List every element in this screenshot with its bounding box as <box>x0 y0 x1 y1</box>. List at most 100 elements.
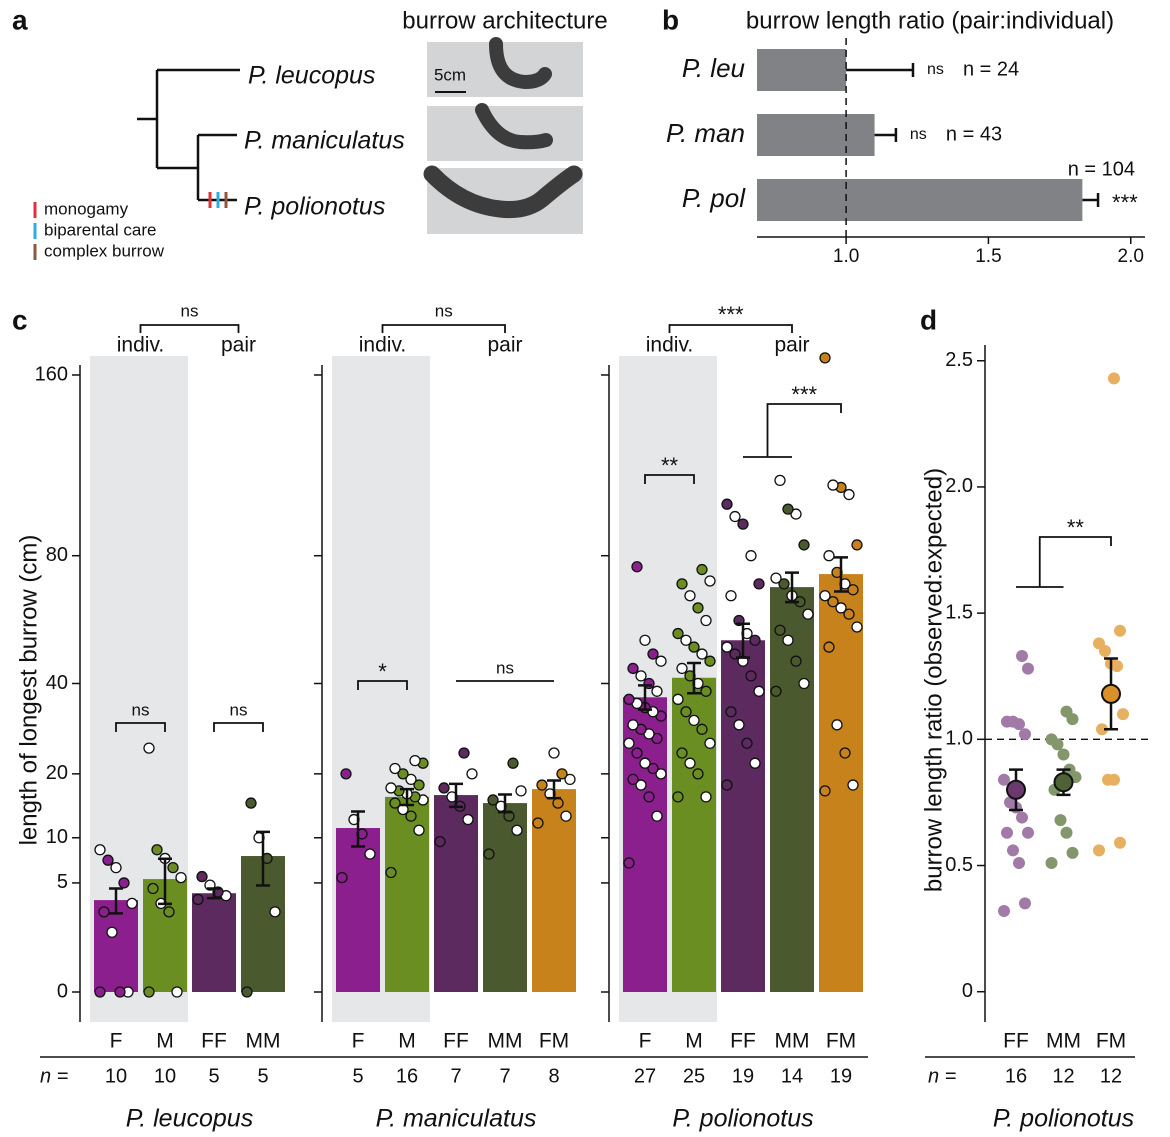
x-tick-label: F <box>110 1030 123 1053</box>
data-point <box>644 792 654 802</box>
data-point <box>463 815 473 825</box>
data-point <box>640 758 650 768</box>
data-point <box>799 540 809 550</box>
data-point <box>697 565 707 575</box>
data-point <box>771 686 781 696</box>
significance-label: ns <box>132 700 150 719</box>
mean-point <box>1055 773 1073 791</box>
data-point <box>107 927 117 937</box>
data-point <box>1093 844 1105 856</box>
data-point <box>115 987 125 997</box>
n-value: 16 <box>1005 1065 1027 1087</box>
bar <box>192 893 236 992</box>
data-point <box>341 769 351 779</box>
data-point <box>537 780 547 790</box>
x-tick-label: 1.5 <box>975 246 1001 267</box>
data-point <box>197 872 207 882</box>
group-label: indiv. <box>117 334 164 357</box>
significance-label: ** <box>1067 515 1085 540</box>
n-value: 19 <box>732 1065 754 1087</box>
n-label: n = 24 <box>963 58 1019 80</box>
data-point <box>99 907 109 917</box>
data-point <box>705 576 715 586</box>
data-point <box>693 769 703 779</box>
species-label: P. leucopus <box>248 62 375 90</box>
species-title: P. leucopus <box>126 1105 253 1133</box>
data-point <box>803 609 813 619</box>
data-point <box>677 579 687 589</box>
data-point <box>435 837 445 847</box>
error-bar <box>1082 193 1098 207</box>
x-tick-label: FF <box>443 1030 469 1053</box>
data-point <box>746 671 756 681</box>
error-bar <box>875 128 896 142</box>
data-point <box>705 656 715 666</box>
n-row-label: n = <box>928 1065 956 1087</box>
data-point <box>628 774 638 784</box>
data-point <box>414 825 424 835</box>
significance-label: * <box>378 659 387 684</box>
n-value: 10 <box>154 1065 176 1087</box>
data-point <box>1019 728 1031 740</box>
mean-point <box>1007 781 1025 799</box>
data-point <box>1046 733 1058 745</box>
n-value: 16 <box>396 1065 418 1087</box>
data-point <box>722 642 732 652</box>
data-point <box>1022 827 1034 839</box>
data-point <box>390 798 400 808</box>
n-value: 27 <box>634 1065 656 1087</box>
data-point <box>746 551 756 561</box>
y-tick-label: 0 <box>57 980 68 1002</box>
data-point <box>111 863 121 873</box>
data-point <box>242 987 252 997</box>
data-point <box>549 748 559 758</box>
data-point <box>852 622 862 632</box>
data-point <box>119 878 129 888</box>
data-point <box>1019 897 1031 909</box>
y-tick-label: 10 <box>46 826 68 848</box>
data-point <box>701 616 711 626</box>
species-title: P. polionotus <box>993 1105 1134 1133</box>
x-tick-label: F <box>352 1030 365 1053</box>
panel-title: burrow architecture <box>402 7 607 34</box>
data-point <box>848 780 858 790</box>
data-point <box>685 591 695 601</box>
data-point <box>1016 650 1028 662</box>
data-point <box>337 873 347 883</box>
data-point <box>628 720 638 730</box>
data-point <box>726 707 736 717</box>
data-point <box>365 849 375 859</box>
category-label: P. man <box>666 118 745 148</box>
data-point <box>705 738 715 748</box>
x-tick-label: M <box>398 1030 416 1053</box>
n-value: 14 <box>781 1065 803 1087</box>
n-value: 10 <box>105 1065 127 1087</box>
data-point <box>1058 748 1070 760</box>
significance-bracket <box>383 325 506 333</box>
bar <box>757 49 846 91</box>
x-tick-label: FF <box>1003 1030 1029 1053</box>
data-point <box>1061 827 1073 839</box>
data-point <box>1114 625 1126 637</box>
data-point <box>734 720 744 730</box>
significance-label: ns <box>435 301 453 320</box>
data-point <box>648 649 658 659</box>
x-tick-label: FF <box>730 1030 756 1053</box>
significance-label: ns <box>230 700 248 719</box>
x-tick-label: 2.0 <box>1118 246 1144 267</box>
data-point <box>828 480 838 490</box>
significance-label: ** <box>661 453 679 478</box>
n-value: 19 <box>830 1065 852 1087</box>
data-point <box>508 758 518 768</box>
data-point <box>172 987 182 997</box>
data-point <box>1013 857 1025 869</box>
data-point <box>410 756 420 766</box>
data-point <box>488 795 498 805</box>
data-point <box>1055 814 1067 826</box>
y-tick-label: 80 <box>46 544 68 566</box>
significance-bracket <box>141 325 239 333</box>
data-point <box>1093 637 1105 649</box>
panel-letter: a <box>12 4 28 35</box>
n-row-label: n = <box>40 1065 68 1087</box>
data-point <box>624 858 634 868</box>
